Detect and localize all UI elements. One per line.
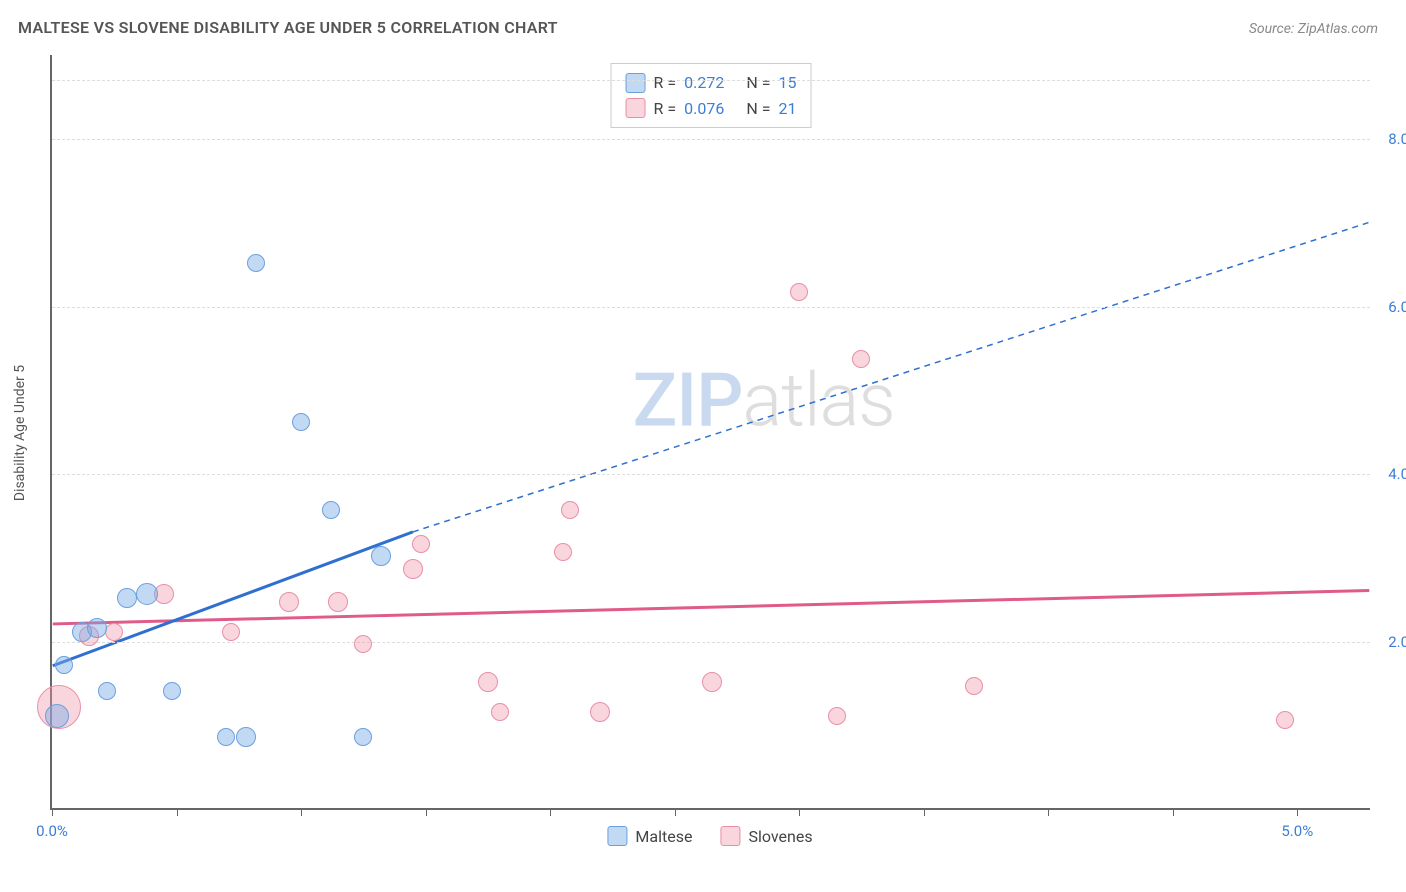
data-point — [105, 623, 123, 641]
x-tick-label: 0.0% — [36, 822, 68, 840]
trend-line — [53, 590, 1370, 623]
x-tick-label: 5.0% — [1281, 822, 1313, 840]
source-attribution: Source: ZipAtlas.com — [1249, 21, 1378, 37]
trend-lines — [52, 55, 1370, 808]
data-point — [702, 672, 722, 692]
x-tick — [52, 808, 53, 816]
chart-header: MALTESE VS SLOVENE DISABILITY AGE UNDER … — [0, 0, 1406, 43]
plot-region: ZIPatlas R =0.272N =15R =0.076N =21 2.0%… — [50, 55, 1370, 810]
data-point — [491, 703, 509, 721]
data-point — [790, 283, 808, 301]
watermark: ZIPatlas — [633, 358, 895, 445]
y-tick-label: 6.0% — [1388, 298, 1406, 316]
data-point — [354, 728, 372, 746]
legend-item-maltese: Maltese — [607, 826, 692, 846]
data-point — [561, 501, 579, 519]
data-point — [236, 727, 256, 747]
legend-swatch — [626, 98, 646, 118]
data-point — [163, 682, 181, 700]
data-point — [354, 635, 372, 653]
data-point — [852, 350, 870, 368]
r-value: 0.272 — [684, 70, 724, 96]
chart-area: Disability Age Under 5 ZIPatlas R =0.272… — [50, 55, 1370, 810]
data-point — [55, 656, 73, 674]
data-point — [292, 413, 310, 431]
x-tick — [799, 808, 800, 816]
x-tick — [426, 808, 427, 816]
data-point — [322, 501, 340, 519]
legend-label-slovenes: Slovenes — [748, 827, 812, 846]
data-point — [87, 618, 107, 638]
data-point — [217, 728, 235, 746]
gridline — [52, 642, 1370, 643]
x-tick — [1297, 808, 1298, 816]
legend-label-maltese: Maltese — [635, 827, 692, 846]
data-point — [590, 702, 610, 722]
trend-line — [413, 222, 1369, 532]
x-tick — [1048, 808, 1049, 816]
series-legend: Maltese Slovenes — [607, 826, 812, 846]
y-tick-label: 4.0% — [1388, 465, 1406, 483]
data-point — [554, 543, 572, 561]
x-tick — [675, 808, 676, 816]
data-point — [117, 588, 137, 608]
data-point — [965, 677, 983, 695]
x-tick — [177, 808, 178, 816]
x-tick — [1173, 808, 1174, 816]
legend-swatch-maltese — [607, 826, 627, 846]
data-point — [1276, 711, 1294, 729]
n-value: 15 — [778, 70, 796, 96]
data-point — [478, 672, 498, 692]
y-tick-label: 2.0% — [1388, 633, 1406, 651]
data-point — [45, 704, 69, 728]
n-value: 21 — [778, 96, 796, 122]
legend-swatch — [626, 73, 646, 93]
data-point — [279, 592, 299, 612]
y-axis-label: Disability Age Under 5 — [12, 364, 28, 500]
data-point — [412, 535, 430, 553]
n-label: N = — [746, 70, 770, 96]
r-label: R = — [654, 70, 677, 96]
data-point — [98, 682, 116, 700]
gridline — [52, 474, 1370, 475]
data-point — [828, 707, 846, 725]
gridline — [52, 307, 1370, 308]
data-point — [136, 583, 158, 605]
gridline — [52, 139, 1370, 140]
y-tick-label: 8.0% — [1388, 130, 1406, 148]
stats-legend-row: R = 0.076 N = 21 — [626, 96, 797, 122]
data-point — [328, 592, 348, 612]
r-label: R = — [654, 96, 677, 122]
x-tick — [924, 808, 925, 816]
x-tick — [550, 808, 551, 816]
legend-item-slovenes: Slovenes — [720, 826, 812, 846]
data-point — [403, 559, 423, 579]
stats-legend: R = 0.272 N = 15 R = 0.076 N = 21 — [611, 63, 812, 128]
n-label: N = — [746, 96, 770, 122]
stats-legend-row: R = 0.272 N = 15 — [626, 70, 797, 96]
watermark-atlas: atlas — [742, 358, 894, 445]
data-point — [247, 254, 265, 272]
gridline — [52, 80, 1370, 81]
watermark-zip: ZIP — [633, 358, 743, 445]
x-tick — [301, 808, 302, 816]
r-value: 0.076 — [684, 96, 724, 122]
chart-title: MALTESE VS SLOVENE DISABILITY AGE UNDER … — [18, 18, 558, 37]
data-point — [371, 546, 391, 566]
data-point — [222, 623, 240, 641]
legend-swatch-slovenes — [720, 826, 740, 846]
